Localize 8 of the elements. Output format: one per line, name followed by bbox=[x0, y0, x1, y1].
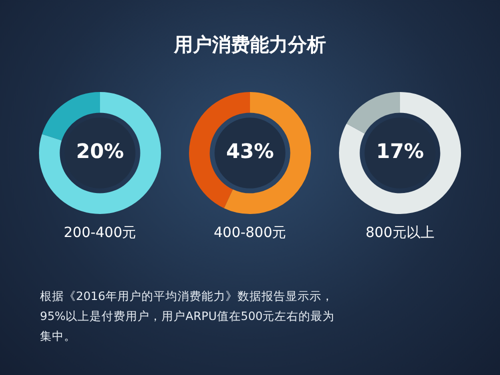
text: 用户消费能力分析 bbox=[172, 33, 327, 58]
text: 根据《2016年用户的平均消费能力》数据报告显示示，95%以上是付费用户，用户ARPU值在500元左右的最为集中。 bbox=[40, 288, 336, 345]
data-label: 20% bbox=[76, 139, 124, 164]
text: 800元以上 bbox=[364, 224, 436, 242]
text: 200-400元 bbox=[62, 224, 138, 242]
text: 400-800元 bbox=[212, 224, 288, 242]
data-label: 17% bbox=[376, 139, 424, 164]
data-label: 43% bbox=[226, 139, 274, 164]
